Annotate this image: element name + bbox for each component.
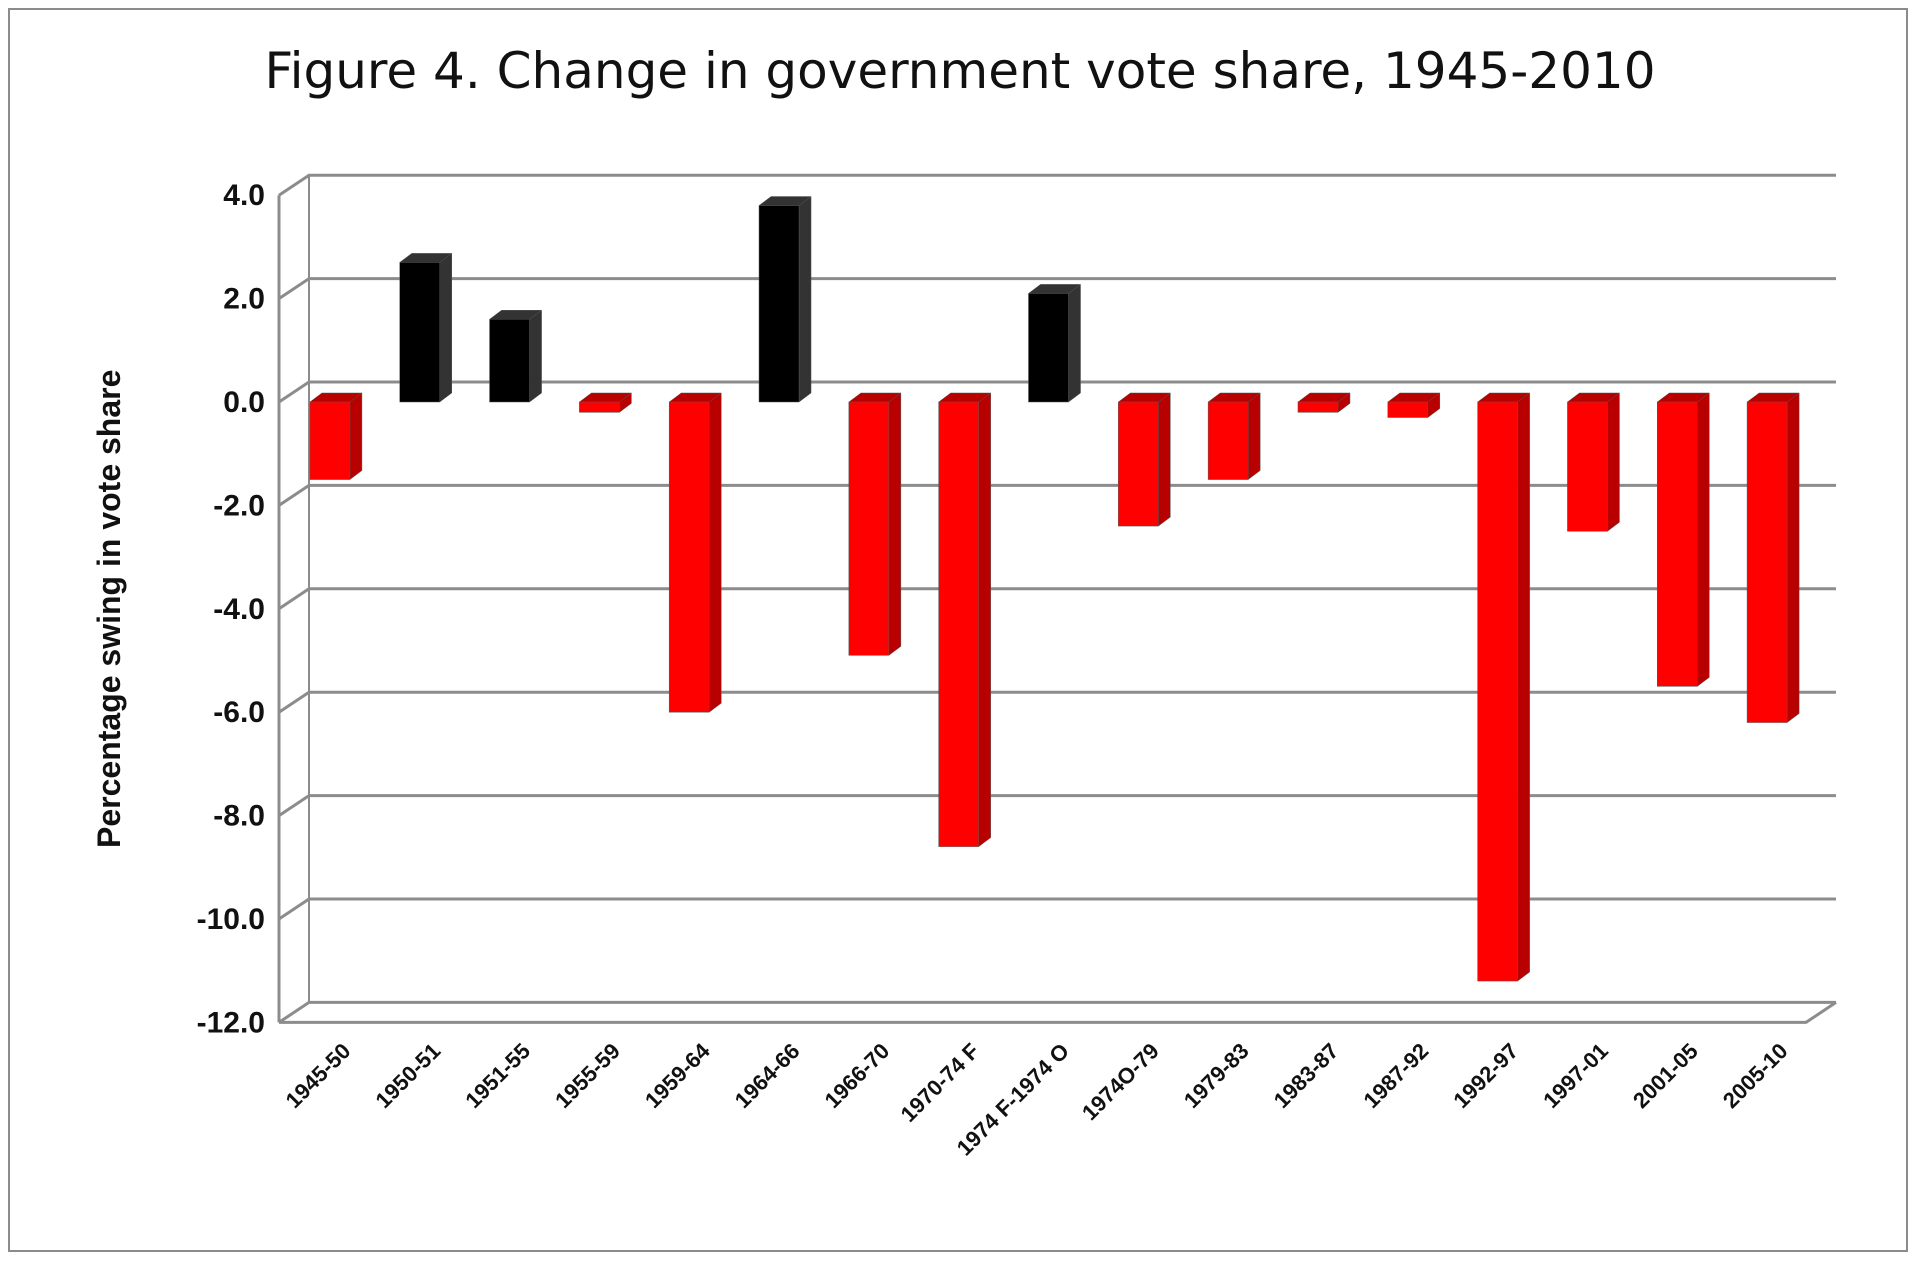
bar — [1657, 401, 1698, 687]
bar-side — [1068, 283, 1081, 403]
x-tick-label: 1959-64 — [640, 1038, 715, 1113]
bar-side — [888, 392, 902, 656]
x-tick-label: 1964-66 — [730, 1038, 805, 1113]
x-tick-label: 1974O-79 — [1077, 1038, 1164, 1125]
x-tick-label: 2001-05 — [1628, 1038, 1703, 1113]
y-tick-label: -4.0 — [213, 593, 265, 626]
bar-side — [1517, 392, 1530, 982]
y-tick-label: -2.0 — [213, 489, 265, 522]
bar — [1028, 293, 1069, 403]
bar-side — [439, 252, 452, 403]
bar — [489, 319, 530, 403]
bar — [399, 262, 440, 403]
bar — [579, 401, 620, 413]
gridline — [278, 277, 1836, 300]
x-tick-label: 1970-74 F — [896, 1038, 985, 1127]
bar — [1567, 401, 1608, 532]
x-tick-label: 1955-59 — [550, 1038, 625, 1113]
y-tick-label: -8.0 — [213, 800, 265, 833]
bar-side — [978, 392, 991, 848]
bar-side — [1158, 392, 1171, 527]
x-tick-label: 1950-51 — [370, 1038, 445, 1113]
floor-edge — [279, 1001, 1837, 1024]
gridline — [278, 1000, 1836, 1024]
chart-title: Figure 4. Change in government vote shar… — [264, 42, 1656, 100]
bar — [1207, 401, 1249, 480]
y-tick-label: 0.0 — [223, 386, 265, 419]
bar — [668, 401, 710, 713]
gridline — [278, 897, 1836, 921]
gridline — [278, 483, 1836, 507]
x-tick-label: 1966-70 — [820, 1038, 895, 1113]
x-tick-label: 1951-55 — [460, 1038, 535, 1113]
bar — [1297, 401, 1339, 413]
bar-side — [349, 392, 363, 481]
x-tick-label: 1992-97 — [1448, 1038, 1523, 1113]
bar-side — [1247, 392, 1261, 481]
y-tick-label: 4.0 — [223, 179, 265, 212]
bar-side — [1786, 392, 1800, 724]
x-tick-label: 1979-83 — [1179, 1038, 1254, 1113]
x-tick-label: 1987-92 — [1359, 1038, 1434, 1113]
bar — [758, 205, 800, 403]
x-tick-label: 2005-10 — [1718, 1038, 1793, 1113]
bar — [848, 401, 890, 656]
bar-side — [529, 309, 542, 403]
bar-side — [1607, 392, 1620, 532]
gridline — [278, 794, 1836, 817]
bar — [938, 401, 979, 847]
x-tick-label: 1945-50 — [281, 1038, 356, 1113]
y-tick-label: 2.0 — [223, 283, 265, 316]
y-tick-label: -10.0 — [197, 903, 265, 936]
bar — [309, 401, 351, 480]
bar — [1746, 401, 1788, 723]
y-axis-label: Percentage swing in vote share — [91, 370, 127, 848]
bar-side — [798, 196, 812, 403]
bar-side — [1697, 392, 1710, 687]
y-tick-label: -6.0 — [213, 696, 265, 729]
gridline — [278, 587, 1836, 611]
chart-frame — [8, 8, 1908, 1252]
gridline — [278, 173, 1836, 197]
gridline — [278, 380, 1836, 404]
bar-side — [708, 392, 722, 713]
bar — [1477, 401, 1518, 982]
bar — [1118, 401, 1159, 527]
x-tick-label: 1997-01 — [1538, 1038, 1613, 1113]
y-tick-label: -12.0 — [197, 1006, 265, 1039]
bar — [1387, 401, 1429, 418]
x-tick-label: 1983-87 — [1269, 1038, 1344, 1113]
gridline — [278, 690, 1836, 714]
